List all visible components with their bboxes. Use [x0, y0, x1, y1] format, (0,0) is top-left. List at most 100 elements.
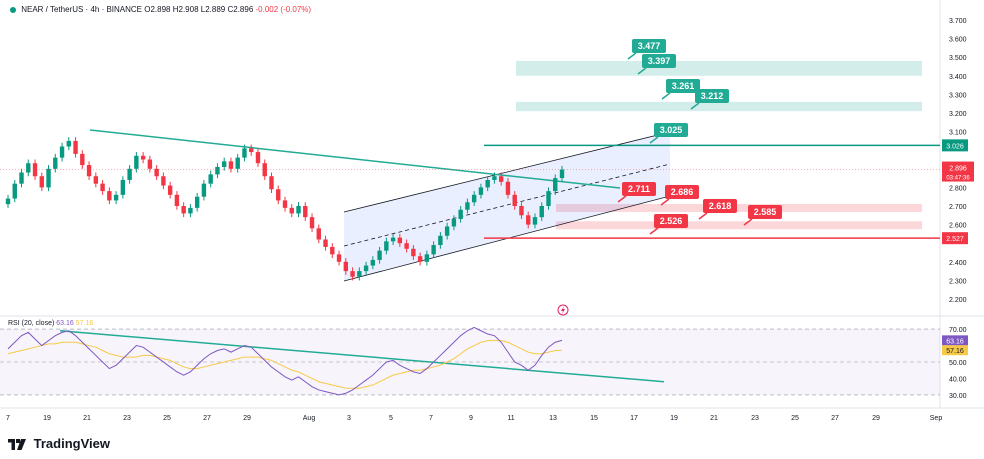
price-trendline: [89, 129, 621, 189]
candle-body: [390, 237, 396, 242]
lightning-icon: [557, 304, 569, 316]
candle-body: [208, 174, 213, 184]
badge-label: 2.618: [709, 201, 732, 211]
badge-label: 2.686: [671, 187, 694, 197]
time-tick-label: 27: [831, 415, 839, 422]
rsi-axis-label: 63.16: [946, 338, 964, 345]
candle-body: [444, 226, 450, 236]
time-tick-label: 15: [590, 415, 598, 422]
candle-body: [377, 250, 382, 260]
time-tick-label: 27: [203, 415, 211, 422]
time-tick-label: 7: [6, 415, 10, 422]
candle-body: [465, 202, 470, 210]
candle-body: [32, 163, 38, 177]
rsi-tick-label: 30.00: [949, 393, 967, 400]
candle-body: [546, 191, 551, 206]
candle-body: [73, 140, 78, 154]
price-tick-label: 2.400: [949, 260, 967, 267]
change-value: -0.002 (-0.07%): [255, 5, 312, 14]
candle-body: [471, 194, 477, 203]
tradingview-logo[interactable]: TradingView: [8, 436, 110, 451]
price-tick-label: 2.800: [949, 185, 967, 192]
candle-body: [417, 256, 423, 262]
resistance-price-label-box: [942, 139, 968, 152]
candle-body: [384, 241, 389, 251]
candle-body: [505, 181, 511, 195]
rsi-tick-label: 50.00: [949, 360, 967, 367]
badge-pointer: [661, 92, 671, 100]
time-tick-label: Sep: [930, 415, 943, 422]
badge-box: [632, 39, 666, 53]
candle-body: [66, 140, 72, 147]
rsi-trendline: [59, 330, 665, 383]
time-tick-label: 7: [429, 415, 433, 422]
candle-body: [269, 176, 274, 190]
candle-body: [12, 183, 17, 199]
badge-pointer: [649, 136, 659, 144]
candle-body: [154, 168, 159, 177]
time-tick-label: 9: [469, 415, 473, 422]
symbol-title[interactable]: NEAR / TetherUS · 4h · BINANCE: [21, 5, 143, 14]
candle-body: [532, 217, 538, 225]
candle-body: [492, 176, 497, 180]
badge-pointer: [627, 52, 637, 60]
rsi-title[interactable]: RSI (20, close): [8, 320, 55, 327]
badge-pointer: [617, 195, 627, 203]
badge-box: [642, 54, 676, 68]
target-badge: 3.212: [690, 89, 729, 110]
resistance-price-label: 3.026: [946, 143, 964, 150]
stop-zone: [556, 221, 922, 230]
last-price-label: 2.896: [949, 166, 967, 173]
candle-body: [451, 219, 457, 227]
candle-body: [363, 265, 369, 272]
time-tick-label: 25: [163, 415, 171, 422]
candle-body: [86, 165, 92, 177]
badge-label: 3.477: [638, 41, 661, 51]
candle-body: [181, 206, 186, 214]
candle-body: [336, 254, 342, 262]
time-tick-label: 29: [243, 415, 251, 422]
target-zone: [516, 101, 922, 112]
time-tick-label: 17: [630, 415, 638, 422]
candle-body: [194, 196, 200, 208]
candle-body: [370, 259, 376, 266]
candle-body: [5, 198, 11, 205]
target-badge: 3.025: [649, 123, 688, 144]
candle-body: [134, 155, 139, 169]
candle-body: [526, 215, 531, 225]
stop-badge: 2.526: [649, 214, 688, 235]
rsi-axis-label-box: [942, 335, 968, 346]
rsi-ma-axis-label-box: [942, 345, 968, 356]
candle-body: [120, 179, 126, 195]
low-value: L2.889: [200, 5, 226, 14]
candle-body: [485, 179, 490, 188]
candle-body: [113, 194, 119, 201]
stop-badge: 2.618: [698, 199, 737, 220]
candle-body: [343, 261, 349, 272]
candle-body: [397, 237, 403, 244]
badge-label: 2.585: [754, 207, 777, 217]
price-tick-label: 3.200: [949, 111, 967, 118]
badge-label: 2.526: [660, 216, 683, 226]
candle-body: [242, 148, 247, 158]
rsi-ma-line: [7, 340, 563, 389]
candle-body: [316, 228, 321, 240]
badge-pointer: [743, 218, 753, 226]
high-value: H2.908: [172, 5, 199, 14]
badge-label: 3.025: [660, 125, 683, 135]
rsi-tick-label: 40.00: [949, 376, 967, 383]
time-tick-label: 29: [872, 415, 880, 422]
support-price-label-box: [942, 232, 968, 245]
badge-pointer: [649, 227, 659, 235]
candle-body: [303, 206, 308, 218]
badge-pointer: [690, 102, 700, 110]
open-value: O2.898: [144, 5, 171, 14]
badge-label: 3.212: [701, 91, 724, 101]
target-zone: [516, 60, 922, 76]
badge-box: [654, 214, 688, 228]
stop-zone: [556, 203, 922, 212]
price-tick-label: 2.300: [949, 278, 967, 285]
candle-body: [309, 217, 315, 229]
